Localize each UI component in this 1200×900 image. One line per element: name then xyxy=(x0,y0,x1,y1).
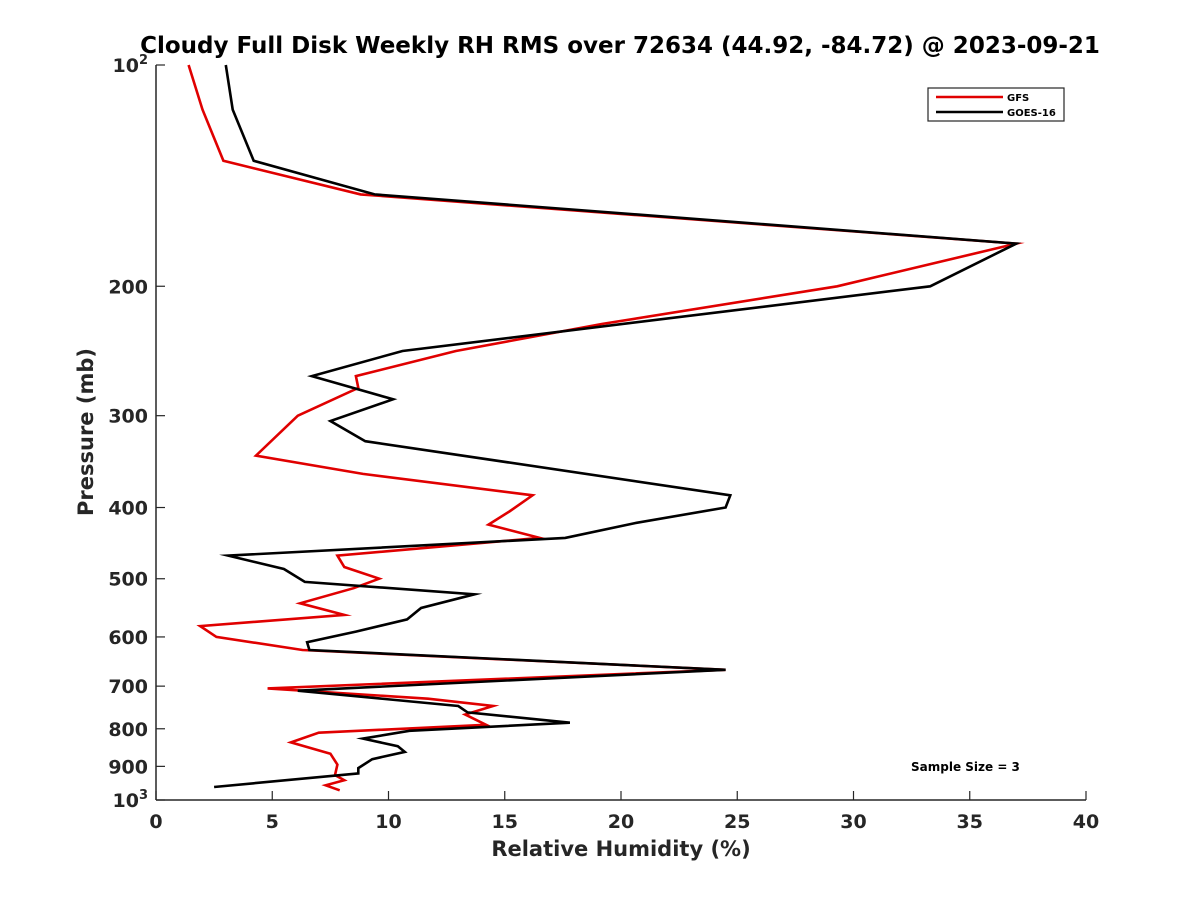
legend-label-goes-16: GOES-16 xyxy=(1007,108,1056,119)
legend-label-gfs: GFS xyxy=(1007,93,1029,104)
y-tick-label: 700 xyxy=(108,676,148,698)
y-tick-label: 103 xyxy=(113,788,149,812)
y-tick-label: 500 xyxy=(108,569,148,591)
x-axis-ticks: 0 5 10 15 20 25 30 35 40 xyxy=(149,791,1099,833)
series-line-goes-16 xyxy=(213,64,1022,789)
sample-size-annotation: Sample Size = 3 xyxy=(911,760,1020,774)
x-tick-label: 0 xyxy=(149,811,162,833)
x-tick-label: 10 xyxy=(375,811,401,833)
x-tick-label: 15 xyxy=(492,811,518,833)
y-tick-label: 800 xyxy=(108,719,148,741)
legend: GFS GOES-16 xyxy=(927,87,1065,122)
y-tick-label: 900 xyxy=(108,756,148,778)
y-axis-ticks: 102 200 300 400 500 600 700 800 900 103 xyxy=(108,53,165,812)
x-tick-label: 25 xyxy=(724,811,750,833)
x-axis-label: Relative Humidity (%) xyxy=(491,837,750,861)
y-tick-label: 300 xyxy=(108,406,148,428)
x-tick-label: 5 xyxy=(266,811,279,833)
y-tick-label: 200 xyxy=(108,276,148,298)
x-tick-label: 35 xyxy=(957,811,983,833)
x-tick-label: 20 xyxy=(608,811,634,833)
y-tick-label: 600 xyxy=(108,627,148,649)
y-tick-label: 400 xyxy=(108,498,148,520)
chart-title: Cloudy Full Disk Weekly RH RMS over 7263… xyxy=(140,33,1100,59)
series-layer xyxy=(187,64,1025,792)
x-tick-label: 30 xyxy=(840,811,866,833)
y-tick-label: 102 xyxy=(113,53,149,77)
y-axis-label: Pressure (mb) xyxy=(74,348,98,516)
x-tick-label: 40 xyxy=(1073,811,1099,833)
series-line-gfs xyxy=(187,64,1025,792)
legend-box xyxy=(927,87,1065,122)
